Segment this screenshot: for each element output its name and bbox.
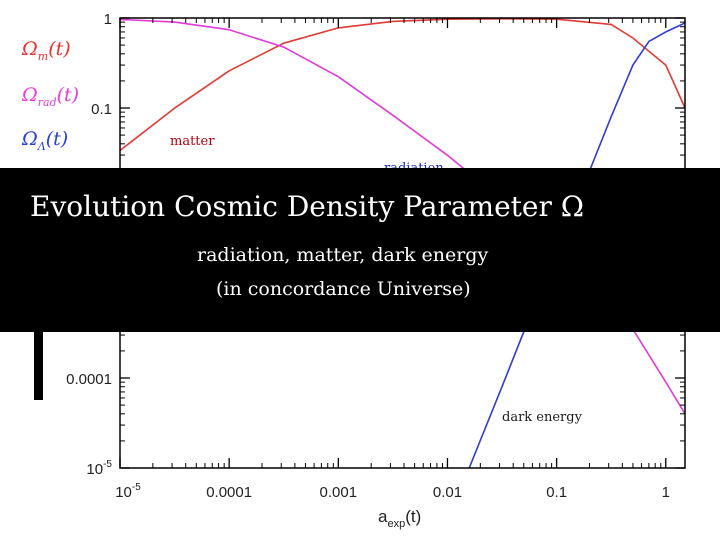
x-tick-label: 1 <box>662 484 670 501</box>
x-axis-title-sub: exp <box>387 518 405 530</box>
y-tick-label: 0.1 <box>91 101 112 118</box>
x-tick-label: 0.01 <box>433 484 462 501</box>
x-tick-label: 0.0001 <box>206 484 252 501</box>
x-axis-title-tail: (t) <box>405 507 421 526</box>
y-tick-label-base: 10 <box>86 461 103 478</box>
series-line-dark-energy <box>468 22 685 468</box>
legend-dark-energy-tail: (t) <box>45 128 69 150</box>
x-tick-label: 0.1 <box>546 484 567 501</box>
legend-radiation-tail: (t) <box>56 84 80 106</box>
x-axis-title: aexp(t) <box>378 507 421 530</box>
legend-radiation: Ωrad(t) <box>22 84 79 109</box>
x-tick-label: 0.001 <box>320 484 358 501</box>
title-banner: Evolution Cosmic Density Parameter Ω rad… <box>0 168 720 332</box>
x-tick-label-base: 10 <box>115 484 132 501</box>
x-tick-label: 10-5 <box>115 482 141 501</box>
legend-matter-sub: m <box>37 49 49 63</box>
series-line-matter <box>120 18 685 152</box>
legend-dark-energy-sub: Λ <box>37 139 46 153</box>
banner-title: Evolution Cosmic Density Parameter Ω <box>30 190 584 223</box>
label-matter: matter <box>170 134 215 149</box>
y-tick-label: 10-5 <box>86 459 112 478</box>
legend-matter-symbol: Ω <box>22 38 38 60</box>
y-tick-label-exp: -5 <box>103 459 112 470</box>
legend-matter-tail: (t) <box>48 38 71 60</box>
legend-radiation-sub: rad <box>37 95 57 109</box>
x-axis-title-main: a <box>378 507 388 526</box>
legend-dark-energy: ΩΛ(t) <box>22 128 68 153</box>
label-dark-energy: dark energy <box>502 410 582 425</box>
banner-subtitle-line1: radiation, matter, dark energy <box>197 244 489 266</box>
y-tick-label: 0.0001 <box>66 371 112 388</box>
legend-radiation-symbol: Ω <box>22 84 38 106</box>
y-tick-label: 1 <box>104 11 112 28</box>
left-accent-bar <box>34 330 43 400</box>
banner-subtitle-line2: (in concordance Universe) <box>216 278 471 300</box>
x-tick-label-exp: -5 <box>132 482 141 493</box>
legend-matter: Ωm(t) <box>22 38 71 63</box>
legend-dark-energy-symbol: Ω <box>22 128 38 150</box>
